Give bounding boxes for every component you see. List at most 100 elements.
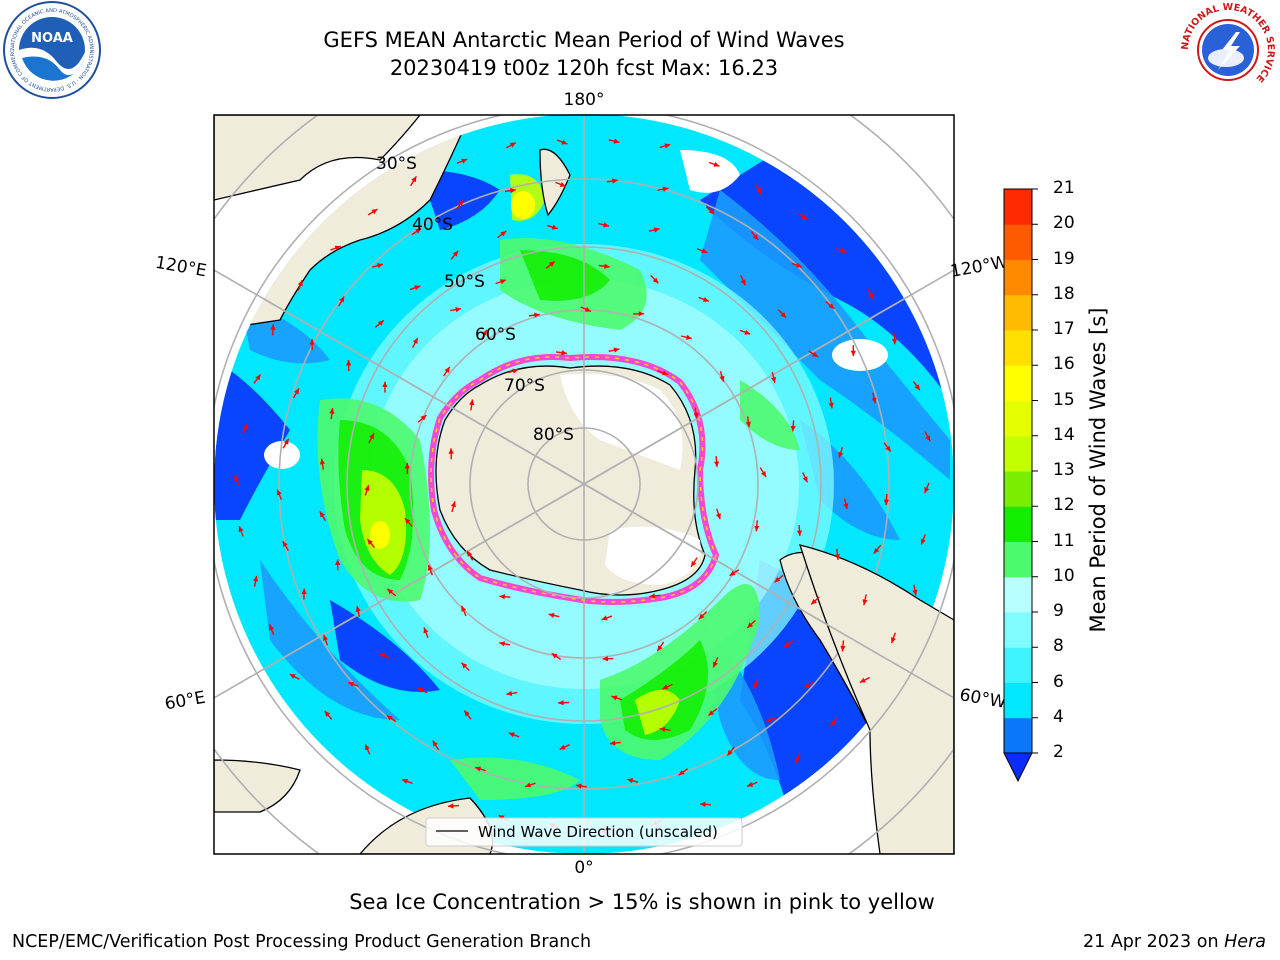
wind-arrow — [297, 279, 303, 291]
wind-arrow — [862, 594, 868, 606]
wind-arrow — [802, 472, 809, 483]
wind-arrow — [505, 141, 517, 149]
wind-arrow — [755, 184, 762, 195]
wind-arrow — [547, 224, 558, 230]
wind-arrow — [292, 388, 300, 399]
wind-arrow — [923, 482, 930, 494]
meridian-label-0: 0° — [574, 858, 593, 878]
wind-arrow — [705, 206, 715, 215]
wind-arrow — [829, 717, 839, 727]
wind-arrow — [559, 743, 570, 750]
wind-arrow — [456, 158, 468, 164]
wind-arrow — [759, 467, 767, 478]
wind-arrow — [282, 540, 290, 551]
wind-arrow — [276, 489, 283, 500]
wind-arrow — [912, 584, 918, 596]
wind-arrow — [808, 350, 819, 358]
wind-arrow — [347, 681, 359, 687]
wind-arrow — [609, 740, 621, 746]
wind-arrow — [410, 175, 417, 187]
colorbar-segment — [1004, 330, 1032, 366]
colorbar — [1004, 188, 1038, 754]
wind-arrow — [602, 656, 614, 662]
wind-arrow — [627, 778, 639, 784]
wind-arrow — [598, 263, 610, 269]
wind-arrow — [648, 227, 660, 233]
map-legend: Wind Wave Direction (unscaled) — [425, 817, 743, 847]
wind-arrow — [719, 370, 725, 382]
map-frame — [213, 114, 955, 855]
wind-arrow — [551, 652, 562, 661]
wind-arrow — [372, 263, 384, 269]
wind-arrow — [466, 550, 474, 561]
wind-arrow — [659, 726, 671, 732]
colorbar-segment — [1004, 506, 1032, 542]
wind-arrow — [330, 245, 341, 251]
colorbar-label: Mean Period of Wind Waves [s] — [1086, 307, 1110, 633]
wind-arrow — [713, 455, 720, 468]
wind-arrow — [715, 508, 721, 520]
wind-arrow — [606, 178, 618, 184]
wind-arrow — [712, 657, 719, 668]
wind-arrow — [242, 423, 249, 434]
wind-arrow — [774, 574, 784, 583]
wind-arrow — [611, 695, 623, 701]
wind-arrow — [883, 442, 892, 453]
wind-arrow — [507, 368, 519, 374]
wind-arrow — [508, 732, 520, 738]
wind-arrow — [443, 366, 451, 377]
wind-arrow — [555, 181, 567, 188]
wind-arrow — [601, 615, 613, 621]
wind-arrow — [659, 143, 671, 149]
colorbar-segment — [1004, 365, 1032, 401]
wind-arrow — [319, 511, 327, 522]
wind-arrow — [890, 632, 896, 644]
wind-arrow — [794, 752, 801, 764]
wind-arrow — [777, 309, 787, 319]
meridian-label-120w: 120°W — [949, 252, 1010, 282]
wind-arrow — [859, 676, 870, 684]
wind-arrow — [608, 138, 620, 144]
wind-arrow — [504, 188, 516, 194]
wind-arrow — [746, 781, 758, 787]
wind-arrow — [346, 359, 352, 372]
wind-arrow — [450, 501, 456, 513]
wind-arrow — [253, 575, 259, 587]
wind-arrow — [404, 462, 410, 474]
wind-arrow — [319, 458, 326, 470]
parallel-label-70s: 70°S — [504, 376, 545, 396]
parallel-label-60s: 60°S — [475, 325, 516, 345]
wind-arrow — [850, 345, 856, 357]
wind-arrow — [657, 370, 669, 376]
wind-arrow — [447, 803, 459, 809]
wind-arrow — [499, 641, 511, 647]
wind-arrow — [690, 557, 698, 568]
wind-arrow — [463, 710, 472, 720]
wind-arrow — [368, 432, 375, 444]
noaa-wordmark: NOAA — [31, 31, 73, 46]
wind-arrow — [379, 652, 390, 659]
wind-arrow — [355, 605, 361, 617]
wind-arrow — [558, 700, 570, 706]
meridian-label-60e: 60°E — [163, 688, 207, 715]
colorbar-tick-label: 4 — [1053, 706, 1064, 727]
wind-arrow — [797, 213, 808, 221]
colorbar-tick-label: 20 — [1053, 213, 1075, 234]
wind-arrow — [699, 801, 712, 807]
parallel-label-30s: 30°S — [376, 154, 417, 174]
wind-arrow — [810, 596, 820, 605]
legend-label: Wind Wave Direction (unscaled) — [478, 823, 718, 841]
wind-arrow — [883, 494, 890, 506]
colorbar-segment — [1004, 717, 1032, 754]
wind-arrow — [678, 768, 688, 776]
wind-arrow — [335, 559, 341, 571]
wind-arrow — [309, 339, 315, 351]
wind-arrow — [545, 260, 556, 269]
wind-arrow — [324, 710, 333, 720]
wind-arrow — [657, 186, 669, 192]
parallel-label-40s: 40°S — [412, 215, 453, 235]
wind-arrow — [649, 593, 661, 599]
colorbar-segment — [1004, 471, 1032, 507]
wind-arrow — [289, 673, 300, 680]
wind-arrow — [920, 534, 926, 545]
